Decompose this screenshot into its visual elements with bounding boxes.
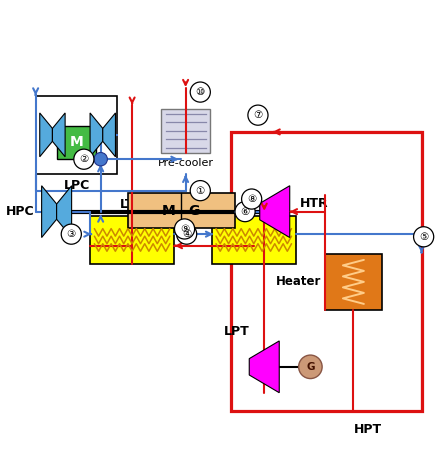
Polygon shape [102, 113, 115, 157]
Circle shape [174, 219, 194, 239]
Text: ⑦: ⑦ [253, 110, 262, 120]
Circle shape [413, 227, 433, 247]
Text: M: M [70, 136, 83, 149]
Bar [324, 254, 381, 310]
Text: ⑩: ⑩ [195, 87, 205, 97]
Text: ③: ③ [67, 229, 76, 239]
Circle shape [190, 181, 210, 201]
Text: M: M [161, 204, 175, 218]
Text: HTR: HTR [299, 196, 328, 210]
Text: ⑤: ⑤ [418, 232, 427, 242]
Text: Heater: Heater [275, 275, 320, 289]
Bar [230, 132, 420, 411]
Bar [90, 216, 174, 264]
Text: Pre-cooler: Pre-cooler [157, 158, 213, 168]
Text: LPT: LPT [223, 325, 249, 338]
Bar [161, 109, 209, 153]
Text: G: G [188, 204, 199, 218]
Circle shape [74, 149, 94, 169]
Text: ⑨: ⑨ [180, 224, 189, 234]
Circle shape [94, 153, 107, 166]
Text: LTR: LTR [120, 198, 144, 211]
Bar [211, 216, 295, 264]
Bar [127, 193, 234, 228]
Circle shape [247, 105, 268, 125]
Bar [35, 96, 117, 174]
Text: HPT: HPT [353, 424, 381, 437]
Circle shape [190, 82, 210, 102]
Bar [57, 126, 96, 159]
Polygon shape [57, 186, 71, 237]
Text: G: G [305, 362, 314, 372]
Circle shape [234, 201, 254, 222]
Text: ②: ② [79, 154, 88, 164]
Polygon shape [259, 186, 289, 237]
Text: ⑥: ⑥ [240, 207, 249, 217]
Polygon shape [249, 341, 279, 393]
Polygon shape [52, 113, 65, 157]
Circle shape [176, 224, 196, 244]
Text: HPC: HPC [6, 205, 35, 218]
Circle shape [61, 224, 81, 244]
Polygon shape [40, 113, 52, 157]
Text: LPC: LPC [63, 179, 89, 192]
Text: ⑧: ⑧ [247, 194, 256, 204]
Text: ④: ④ [182, 229, 191, 239]
Polygon shape [42, 186, 57, 237]
Circle shape [298, 355, 321, 378]
Polygon shape [90, 113, 102, 157]
Text: ①: ① [195, 186, 205, 195]
Circle shape [241, 189, 261, 209]
